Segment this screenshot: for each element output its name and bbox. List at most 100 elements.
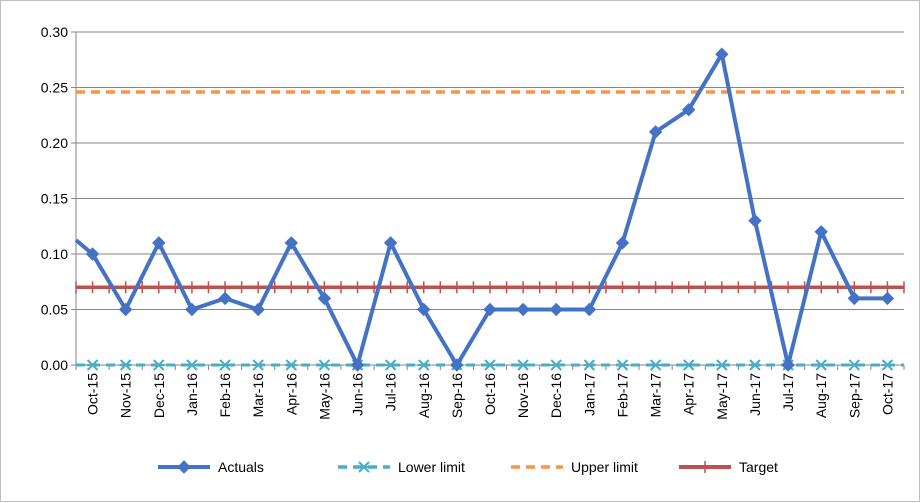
- x-tick-labels: Oct-15 Nov-15 Dec-15 Jan-16 Feb-16 Mar-16 Apr-…: [85, 373, 896, 420]
- x-tick-label-may-17: May-17: [714, 373, 730, 420]
- legend-label-target: Target: [739, 459, 778, 475]
- point-lower-limit-oct-17: [881, 359, 894, 371]
- point-actuals-sep-17: [847, 291, 862, 306]
- legend-item-actuals: Actuals: [158, 459, 264, 475]
- x-tick-label-mar-16: Mar-16: [250, 373, 266, 418]
- point-lower-limit-apr-16: [285, 359, 298, 371]
- series-line-actuals: [74, 52, 888, 367]
- legend-marker: [177, 460, 191, 474]
- point-lower-limit-mar-17: [649, 359, 662, 371]
- star-arm: [583, 359, 596, 371]
- x-tick-label-oct-15: Oct-15: [85, 373, 101, 415]
- gridlines: [76, 31, 904, 310]
- star-arm: [153, 359, 165, 371]
- point-lower-limit-mar-16: [252, 359, 265, 371]
- point-actuals-jan-16: [185, 302, 199, 317]
- point-lower-limit-nov-15: [119, 359, 132, 371]
- point-actuals-jan-17: [582, 302, 597, 317]
- x-tick-label-oct-17: Oct-17: [879, 373, 895, 415]
- point-actuals-jun-16: [350, 358, 365, 372]
- point-lower-limit-jan-17: [583, 359, 596, 371]
- legend-label-lower-limit: Lower limit: [398, 459, 465, 475]
- star-arm: [86, 359, 99, 371]
- x-tick-label-feb-17: Feb-17: [614, 373, 630, 418]
- point-lower-limit-aug-16: [417, 359, 430, 371]
- y-tick-labels: 0.00 0.05 0.10 0.15 0.20 0.25 0.30: [41, 24, 68, 373]
- star-arm: [285, 359, 297, 371]
- point-actuals-apr-16: [284, 236, 298, 250]
- legend-item-lower-limit: Lower limit: [338, 459, 465, 475]
- x-tick-label-sep-16: Sep-16: [449, 373, 465, 418]
- x-tick-label-jun-17: Jun-17: [747, 373, 763, 416]
- star-arm: [484, 359, 496, 371]
- star-arm: [749, 359, 761, 371]
- point-actuals-may-17: [715, 47, 729, 61]
- point-actuals-aug-17: [814, 225, 828, 239]
- point-actuals-nov-15: [118, 302, 133, 317]
- point-actuals-jun-17: [748, 213, 762, 228]
- star-arm: [683, 359, 695, 371]
- x-tick-label-nov-16: Nov-16: [515, 373, 531, 418]
- point-actuals-jul-16: [383, 236, 398, 250]
- point-lower-limit-oct-16: [484, 359, 496, 371]
- x-tick-label-jul-16: Jul-16: [383, 373, 399, 411]
- point-actuals-may-16: [317, 291, 332, 306]
- y-tick-label-0-00: 0.00: [41, 357, 68, 373]
- x-tick-label-may-16: May-16: [316, 373, 332, 420]
- point-lower-limit-jul-16: [384, 359, 397, 371]
- star-arm: [318, 359, 331, 371]
- point-actuals-aug-16: [417, 302, 431, 317]
- x-tick-label-oct-16: Oct-16: [482, 373, 498, 415]
- x-tick-label-jan-17: Jan-17: [581, 373, 597, 416]
- point-lower-limit-may-16: [318, 359, 331, 371]
- star-arm: [616, 359, 629, 371]
- point-actuals-feb-16: [218, 291, 232, 306]
- point-actuals-oct-16: [483, 302, 497, 317]
- point-lower-limit-jun-17: [748, 359, 761, 371]
- point-lower-limit-aug-17: [815, 359, 828, 371]
- star-arm: [517, 359, 529, 371]
- point-actuals-jul-17: [781, 358, 795, 372]
- x-tick-label-jan-16: Jan-16: [184, 373, 200, 416]
- star-arm: [252, 359, 264, 371]
- legend-item-upper-limit: Upper limit: [511, 459, 638, 475]
- point-lower-limit-sep-17: [848, 359, 861, 371]
- x-tick-label-feb-16: Feb-16: [217, 373, 233, 418]
- point-lower-limit-may-17: [715, 359, 728, 371]
- x-tick-label-sep-17: Sep-17: [846, 373, 862, 418]
- series-target: [75, 281, 905, 294]
- y-tick-label-0-30: 0.30: [41, 24, 68, 40]
- legend-marker: [358, 461, 370, 473]
- y-tick-label-0-05: 0.05: [41, 302, 68, 318]
- point-actuals-mar-16: [251, 302, 265, 317]
- star-arm: [358, 461, 370, 473]
- x-tick-label-aug-17: Aug-17: [813, 373, 829, 418]
- point-lower-limit-dec-16: [550, 359, 563, 371]
- series-actuals: [74, 47, 895, 372]
- star-arm: [418, 359, 430, 371]
- point-lower-limit-jan-16: [185, 359, 198, 371]
- point-actuals-apr-17: [682, 102, 696, 117]
- star-arm: [716, 359, 728, 371]
- star-arm: [815, 359, 827, 371]
- legend: Actuals Lower limit Upper limit Target: [158, 459, 778, 475]
- point-lower-limit-feb-17: [616, 359, 629, 371]
- x-tick-label-dec-16: Dec-16: [548, 373, 564, 418]
- point-lower-limit-feb-16: [219, 359, 232, 371]
- point-actuals-dec-15: [152, 236, 166, 250]
- star-arm: [649, 359, 662, 371]
- y-tick-label-0-20: 0.20: [41, 135, 68, 151]
- legend-label-upper-limit: Upper limit: [571, 459, 638, 475]
- y-tick-label-0-10: 0.10: [41, 246, 68, 262]
- x-tick-label-jul-17: Jul-17: [780, 373, 796, 411]
- legend-item-target: Target: [679, 459, 778, 475]
- point-actuals-feb-17: [615, 236, 630, 250]
- series-group: [74, 47, 905, 372]
- star-arm: [119, 359, 132, 371]
- x-tick-label-jun-16: Jun-16: [350, 373, 366, 416]
- point-lower-limit-apr-17: [682, 359, 695, 371]
- x-tick-label-nov-15: Nov-15: [118, 373, 134, 418]
- point-lower-limit-nov-16: [517, 359, 530, 371]
